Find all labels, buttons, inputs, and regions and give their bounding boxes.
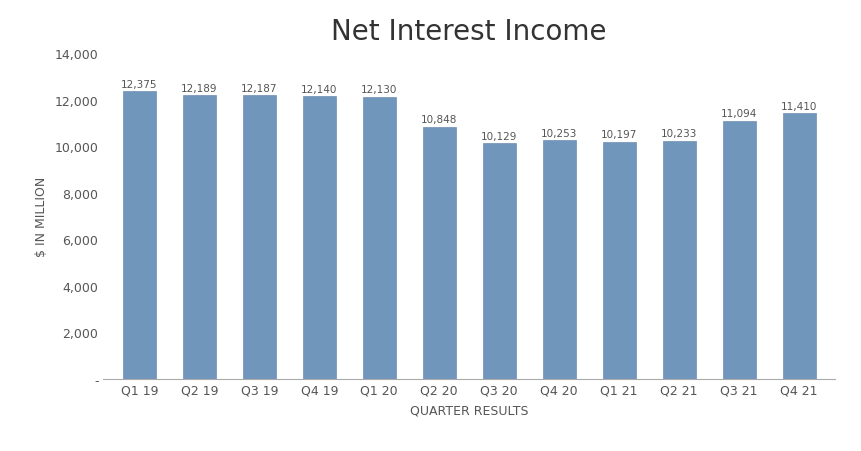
Text: 11,410: 11,410	[781, 102, 817, 112]
Bar	[362, 97, 396, 379]
Bar	[783, 114, 815, 379]
Title: Net Interest Income: Net Interest Income	[331, 18, 607, 46]
Text: 12,187: 12,187	[241, 84, 277, 94]
Text: 10,253: 10,253	[541, 129, 578, 139]
Bar	[663, 142, 696, 379]
Text: 12,189: 12,189	[181, 84, 218, 94]
Bar	[423, 127, 455, 379]
Bar	[183, 96, 216, 379]
Bar	[722, 121, 756, 379]
Bar	[303, 97, 336, 379]
Text: 10,197: 10,197	[601, 130, 637, 140]
Text: 10,129: 10,129	[481, 132, 517, 142]
Text: 10,233: 10,233	[661, 129, 697, 139]
Text: 10,848: 10,848	[421, 115, 457, 125]
Text: 12,140: 12,140	[301, 85, 338, 95]
Bar	[123, 92, 156, 379]
Bar	[483, 144, 516, 379]
Text: 12,375: 12,375	[121, 79, 158, 89]
Bar	[603, 143, 635, 379]
X-axis label: QUARTER RESULTS: QUARTER RESULTS	[410, 404, 529, 417]
Bar	[243, 96, 276, 379]
Bar	[542, 141, 576, 379]
Text: 12,130: 12,130	[361, 85, 398, 95]
Text: 11,094: 11,094	[721, 109, 758, 119]
Y-axis label: $ IN MILLION: $ IN MILLION	[34, 176, 47, 257]
